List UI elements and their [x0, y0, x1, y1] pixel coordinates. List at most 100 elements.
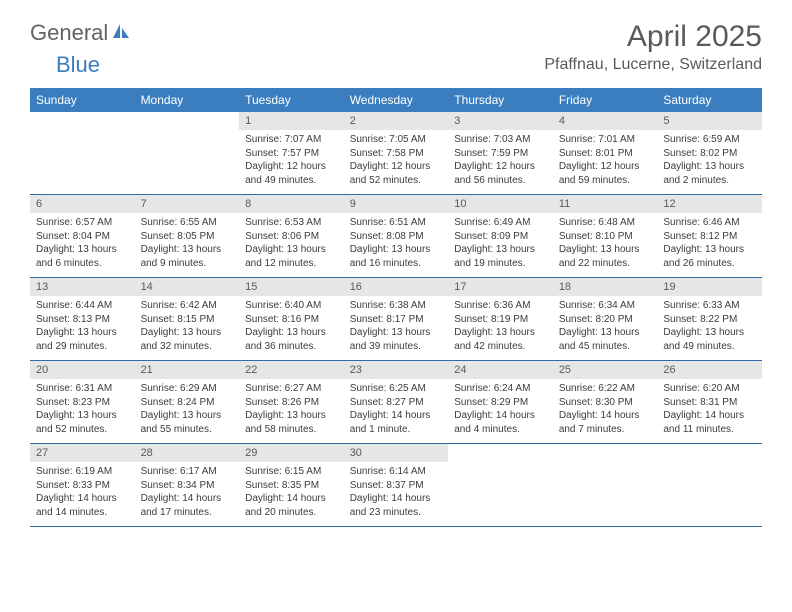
- sunrise-line: Sunrise: 6:40 AM: [245, 299, 338, 313]
- day-number: 19: [657, 278, 762, 296]
- day-number: 23: [344, 361, 449, 379]
- daylight-line: Daylight: 13 hours and 6 minutes.: [36, 243, 129, 270]
- day-number: 15: [239, 278, 344, 296]
- day-number: 17: [448, 278, 553, 296]
- daylight-line: Daylight: 13 hours and 26 minutes.: [663, 243, 756, 270]
- day-number: 25: [553, 361, 658, 379]
- brand-text-part2: Blue: [56, 52, 100, 77]
- day-body: Sunrise: 6:14 AMSunset: 8:37 PMDaylight:…: [344, 462, 449, 523]
- day-number: 6: [30, 195, 135, 213]
- day-cell: 5Sunrise: 6:59 AMSunset: 8:02 PMDaylight…: [657, 112, 762, 195]
- day-number: 11: [553, 195, 658, 213]
- sunrise-line: Sunrise: 6:14 AM: [350, 465, 443, 479]
- sunrise-line: Sunrise: 6:22 AM: [559, 382, 652, 396]
- day-cell: 4Sunrise: 7:01 AMSunset: 8:01 PMDaylight…: [553, 112, 658, 195]
- sunset-line: Sunset: 8:20 PM: [559, 313, 652, 327]
- weekday-header: Friday: [553, 88, 658, 112]
- day-cell: 7Sunrise: 6:55 AMSunset: 8:05 PMDaylight…: [135, 195, 240, 278]
- sunrise-line: Sunrise: 6:17 AM: [141, 465, 234, 479]
- sunrise-line: Sunrise: 6:24 AM: [454, 382, 547, 396]
- daylight-line: Daylight: 14 hours and 11 minutes.: [663, 409, 756, 436]
- day-number: 24: [448, 361, 553, 379]
- daylight-line: Daylight: 14 hours and 23 minutes.: [350, 492, 443, 519]
- daylight-line: Daylight: 13 hours and 58 minutes.: [245, 409, 338, 436]
- sunset-line: Sunset: 8:34 PM: [141, 479, 234, 493]
- sunrise-line: Sunrise: 6:19 AM: [36, 465, 129, 479]
- daylight-line: Daylight: 13 hours and 45 minutes.: [559, 326, 652, 353]
- sunset-line: Sunset: 8:30 PM: [559, 396, 652, 410]
- brand-sails-icon: [111, 22, 131, 45]
- sunset-line: Sunset: 8:08 PM: [350, 230, 443, 244]
- day-number: 10: [448, 195, 553, 213]
- sunrise-line: Sunrise: 6:44 AM: [36, 299, 129, 313]
- day-body: Sunrise: 6:59 AMSunset: 8:02 PMDaylight:…: [657, 130, 762, 191]
- day-body: Sunrise: 6:48 AMSunset: 8:10 PMDaylight:…: [553, 213, 658, 274]
- sunrise-line: Sunrise: 7:05 AM: [350, 133, 443, 147]
- day-cell: 18 Sunrise: 6:34 AMSunset: 8:20 PMDayligh…: [553, 278, 658, 361]
- sunrise-line: Sunrise: 6:31 AM: [36, 382, 129, 396]
- sunset-line: Sunset: 8:31 PM: [663, 396, 756, 410]
- calendar-week-row: ....1Sunrise: 7:07 AMSunset: 7:57 PMDayl…: [30, 112, 762, 195]
- sunset-line: Sunset: 8:02 PM: [663, 147, 756, 161]
- sunrise-line: Sunrise: 6:51 AM: [350, 216, 443, 230]
- sunrise-line: Sunrise: 6:27 AM: [245, 382, 338, 396]
- day-body: Sunrise: 6:42 AMSunset: 8:15 PMDaylight:…: [135, 296, 240, 357]
- daylight-line: Daylight: 14 hours and 4 minutes.: [454, 409, 547, 436]
- sunrise-line: Sunrise: 6:34 AM: [559, 299, 652, 313]
- day-cell: ..: [30, 112, 135, 195]
- day-cell: 21Sunrise: 6:29 AMSunset: 8:24 PMDayligh…: [135, 361, 240, 444]
- day-body: Sunrise: 6:24 AMSunset: 8:29 PMDaylight:…: [448, 379, 553, 440]
- day-number: 29: [239, 444, 344, 462]
- sunset-line: Sunset: 8:24 PM: [141, 396, 234, 410]
- day-number: 3: [448, 112, 553, 130]
- day-cell: 29Sunrise: 6:15 AMSunset: 8:35 PMDayligh…: [239, 444, 344, 527]
- day-cell: 30Sunrise: 6:14 AMSunset: 8:37 PMDayligh…: [344, 444, 449, 527]
- daylight-line: Daylight: 13 hours and 36 minutes.: [245, 326, 338, 353]
- sunset-line: Sunset: 8:19 PM: [454, 313, 547, 327]
- daylight-line: Daylight: 13 hours and 9 minutes.: [141, 243, 234, 270]
- sunrise-line: Sunrise: 6:33 AM: [663, 299, 756, 313]
- sunrise-line: Sunrise: 6:25 AM: [350, 382, 443, 396]
- day-body: Sunrise: 6:51 AMSunset: 8:08 PMDaylight:…: [344, 213, 449, 274]
- sunset-line: Sunset: 8:16 PM: [245, 313, 338, 327]
- day-cell: 26Sunrise: 6:20 AMSunset: 8:31 PMDayligh…: [657, 361, 762, 444]
- day-body: Sunrise: 6:33 AMSunset: 8:22 PMDaylight:…: [657, 296, 762, 357]
- day-cell: ..: [448, 444, 553, 527]
- day-number: 26: [657, 361, 762, 379]
- day-number: 1: [239, 112, 344, 130]
- day-cell: 15Sunrise: 6:40 AMSunset: 8:16 PMDayligh…: [239, 278, 344, 361]
- day-cell: 17 Sunrise: 6:36 AMSunset: 8:19 PMDayligh…: [448, 278, 553, 361]
- daylight-line: Daylight: 13 hours and 32 minutes.: [141, 326, 234, 353]
- sunrise-line: Sunrise: 6:42 AM: [141, 299, 234, 313]
- day-body: Sunrise: 6:38 AMSunset: 8:17 PMDaylight:…: [344, 296, 449, 357]
- sunset-line: Sunset: 7:59 PM: [454, 147, 547, 161]
- day-body: Sunrise: 7:05 AMSunset: 7:58 PMDaylight:…: [344, 130, 449, 191]
- sunset-line: Sunset: 8:27 PM: [350, 396, 443, 410]
- daylight-line: Daylight: 13 hours and 12 minutes.: [245, 243, 338, 270]
- daylight-line: Daylight: 13 hours and 22 minutes.: [559, 243, 652, 270]
- day-number: 18: [553, 278, 658, 296]
- sunset-line: Sunset: 8:10 PM: [559, 230, 652, 244]
- sunrise-line: Sunrise: 6:15 AM: [245, 465, 338, 479]
- daylight-line: Daylight: 12 hours and 52 minutes.: [350, 160, 443, 187]
- sunrise-line: Sunrise: 6:55 AM: [141, 216, 234, 230]
- daylight-line: Daylight: 14 hours and 7 minutes.: [559, 409, 652, 436]
- daylight-line: Daylight: 13 hours and 52 minutes.: [36, 409, 129, 436]
- daylight-line: Daylight: 13 hours and 42 minutes.: [454, 326, 547, 353]
- day-cell: 10Sunrise: 6:49 AMSunset: 8:09 PMDayligh…: [448, 195, 553, 278]
- day-number: 16: [344, 278, 449, 296]
- weekday-header: Thursday: [448, 88, 553, 112]
- day-body: Sunrise: 6:22 AMSunset: 8:30 PMDaylight:…: [553, 379, 658, 440]
- calendar-week-row: 27Sunrise: 6:19 AMSunset: 8:33 PMDayligh…: [30, 444, 762, 527]
- daylight-line: Daylight: 13 hours and 49 minutes.: [663, 326, 756, 353]
- day-body: Sunrise: 6:17 AMSunset: 8:34 PMDaylight:…: [135, 462, 240, 523]
- sunrise-line: Sunrise: 6:57 AM: [36, 216, 129, 230]
- sunset-line: Sunset: 8:23 PM: [36, 396, 129, 410]
- daylight-line: Daylight: 14 hours and 20 minutes.: [245, 492, 338, 519]
- sunrise-line: Sunrise: 6:29 AM: [141, 382, 234, 396]
- day-number: 21: [135, 361, 240, 379]
- sunrise-line: Sunrise: 6:36 AM: [454, 299, 547, 313]
- day-number: 7: [135, 195, 240, 213]
- day-body: Sunrise: 6:40 AMSunset: 8:16 PMDaylight:…: [239, 296, 344, 357]
- day-cell: 6Sunrise: 6:57 AMSunset: 8:04 PMDaylight…: [30, 195, 135, 278]
